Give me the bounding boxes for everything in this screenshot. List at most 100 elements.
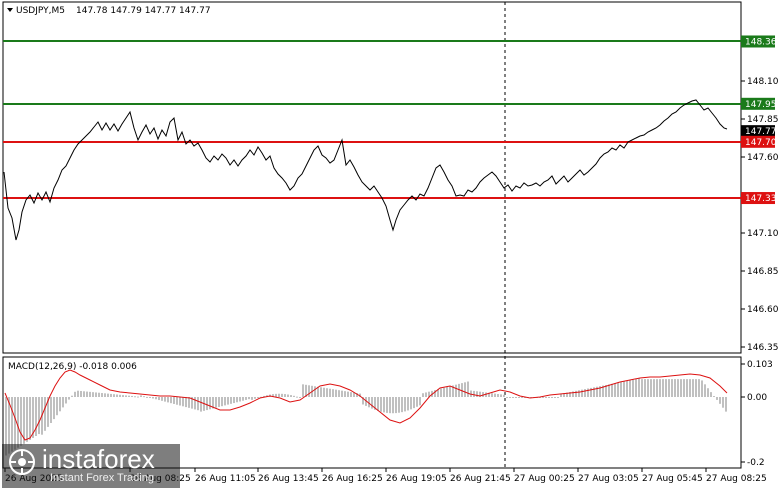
macd-bar (551, 397, 553, 398)
level-lines (3, 40, 741, 199)
macd-bar (248, 397, 250, 400)
macd-bar (464, 382, 466, 397)
time-tick-label: 26 Aug 19:05 (386, 474, 447, 484)
macd-bar (230, 397, 232, 404)
chart-menu-triangle-icon[interactable] (7, 8, 13, 12)
instaforex-logo-icon (9, 449, 35, 475)
macd-bar (395, 397, 397, 414)
macd-bar (437, 389, 439, 397)
macd-bar (605, 384, 607, 397)
macd-bar (473, 390, 475, 397)
macd-bar (341, 390, 343, 397)
macd-bar (497, 394, 499, 397)
macd-bar (200, 397, 202, 412)
macd-tick-label: -0.2 (747, 458, 765, 468)
macd-bar (77, 390, 79, 397)
macd-bar (542, 397, 544, 398)
macd-bar (671, 379, 673, 397)
macd-bar (380, 397, 382, 412)
macd-bar (14, 397, 16, 450)
macd-bar (488, 392, 490, 397)
macd-bar (278, 393, 280, 397)
macd-bar (581, 389, 583, 397)
macd-bar (275, 393, 277, 397)
macd-bar (617, 382, 619, 397)
macd-bar (149, 397, 151, 398)
macd-bar (503, 394, 505, 397)
price-tick-label: 147.60 (747, 153, 779, 163)
macd-bar (137, 396, 139, 398)
macd-bar (104, 393, 106, 397)
time-tick-label: 26 Aug 11:05 (195, 474, 256, 484)
macd-bar (608, 384, 610, 397)
macd-bar (239, 397, 241, 402)
macd-bar (38, 397, 40, 435)
price-line (3, 99, 728, 241)
macd-bar (722, 397, 724, 408)
macd-bar (218, 397, 220, 407)
macd-bar (356, 393, 358, 397)
macd-bar (599, 386, 601, 397)
price-tick-label: 146.35 (747, 343, 779, 353)
macd-bar (452, 385, 454, 397)
macd-bar (173, 397, 175, 404)
level-tag-bg (741, 192, 775, 205)
macd-bar (440, 388, 442, 397)
macd-bar (344, 391, 346, 397)
macd-bar (638, 378, 640, 397)
price-tick-label: 147.10 (747, 229, 779, 239)
macd-bar (587, 388, 589, 397)
macd-bar (569, 391, 571, 397)
macd-bar (698, 379, 700, 397)
macd-bar (668, 379, 670, 397)
macd-bar (224, 397, 226, 406)
macd-bar (641, 379, 643, 397)
macd-bar (143, 396, 145, 398)
macd-bar (419, 397, 421, 406)
macd-bar (512, 397, 514, 398)
macd-bar (428, 391, 430, 397)
ohlc-readout: 147.78 147.79 147.77 147.77 (76, 6, 211, 16)
macd-bar (179, 397, 181, 406)
macd-bar (398, 397, 400, 413)
macd-bar (563, 393, 565, 397)
macd-bar (161, 397, 163, 401)
macd-bar (68, 397, 70, 400)
macd-bar (206, 397, 208, 411)
macd-bar (443, 387, 445, 397)
macd-bar (377, 397, 379, 411)
macd-bar (596, 386, 598, 397)
macd-bar (323, 387, 325, 397)
level-tag-bg (741, 97, 775, 110)
macd-bar (392, 397, 394, 414)
macd-bar (383, 397, 385, 413)
macd-bar (590, 387, 592, 397)
macd-bar (170, 397, 172, 404)
level-tag-label: 147.70 (745, 138, 777, 148)
price-panel-frame (2, 1, 742, 354)
macd-bar (689, 379, 691, 397)
macd-bar (491, 393, 493, 397)
macd-bar (299, 397, 301, 398)
macd-bar (47, 397, 49, 427)
macd-bar (263, 395, 265, 397)
macd-bar (677, 379, 679, 397)
macd-bar (251, 397, 253, 400)
macd-bar (653, 379, 655, 397)
macd-bar (290, 395, 292, 397)
macd-bar (674, 379, 676, 397)
macd-bar (185, 397, 187, 408)
macd-bar (74, 391, 76, 397)
macd-bar (719, 397, 721, 404)
macd-bar (365, 397, 367, 406)
macd-bar (44, 397, 46, 431)
macd-bar (302, 384, 304, 397)
macd-bar (140, 395, 142, 397)
macd-bar (425, 392, 427, 397)
macd-bar (26, 397, 28, 442)
macd-bar (59, 397, 61, 412)
macd-bar (287, 394, 289, 397)
macd-bar (215, 397, 217, 408)
